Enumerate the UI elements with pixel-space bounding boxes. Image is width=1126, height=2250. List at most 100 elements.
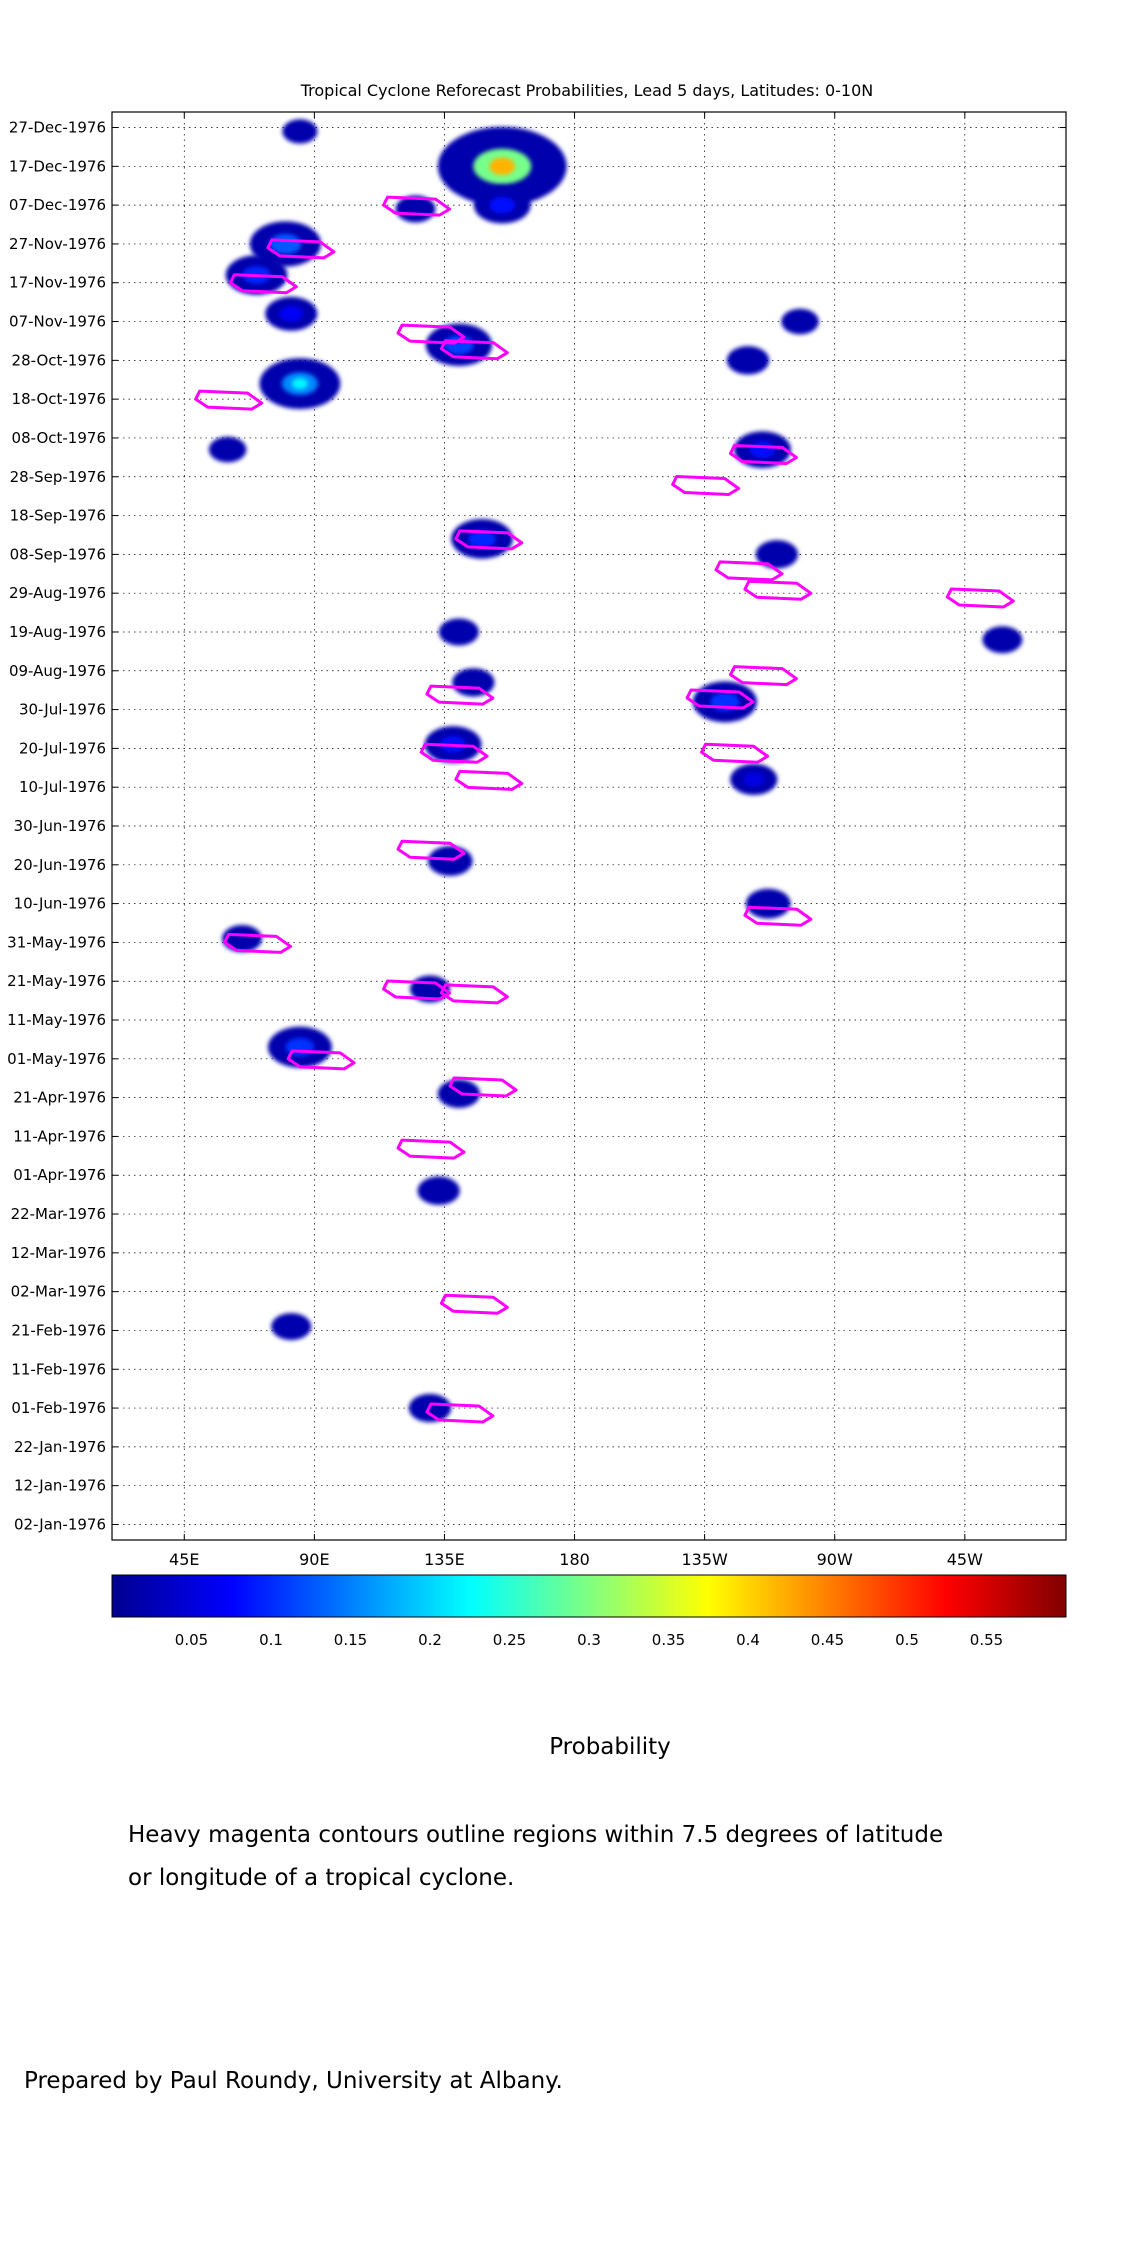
y-tick-label: 12-Mar-1976 [11,1244,106,1262]
note-line-1: Heavy magenta contours outline regions w… [128,1822,944,1848]
y-tick-label: 20-Jun-1976 [14,856,106,874]
colorbar [111,1574,1067,1618]
cyclone-contour [396,839,466,861]
cyclone-contour [223,932,293,954]
probability-blob-core [749,441,776,458]
cyclone-contour [396,1138,466,1160]
colorbar-tick-label: 0.1 [259,1631,283,1649]
y-tick-label: 01-Apr-1976 [13,1166,106,1184]
probability-blob [437,1079,481,1108]
cyclone-contour [286,1049,356,1071]
colorbar-tick-label: 0.3 [577,1631,601,1649]
colorbar-tick-label: 0.5 [895,1631,919,1649]
y-tick-label: 27-Nov-1976 [9,235,106,253]
probability-blob-peak [489,157,516,175]
y-tick-label: 30-Jul-1976 [19,701,106,719]
cyclone-contour [439,339,509,361]
y-tick-label: 07-Dec-1976 [9,196,106,214]
y-tick-label: 17-Dec-1976 [9,157,106,175]
cyclone-contour [266,238,336,260]
colorbar-tick-label: 0.05 [175,1631,208,1649]
cyclone-contour [439,983,509,1005]
probability-blob [271,1313,312,1341]
cyclone-contour [454,769,524,791]
y-tick-label: 21-Apr-1976 [13,1089,106,1107]
cyclone-contour [382,979,452,1001]
probability-blob-core [468,529,496,548]
y-tick-label: 19-Aug-1976 [9,623,106,641]
probability-blob [438,618,479,646]
y-tick-label: 22-Jan-1976 [14,1438,106,1456]
colorbar-ticks: 0.05 0.1 0.15 0.2 0.25 0.3 0.35 0.4 0.45 0.5 0.55 [175,1631,1003,1649]
probability-blob [208,436,247,463]
probability-blob-core [443,335,474,355]
cyclone-contour [685,688,755,710]
probability-blob [427,846,473,876]
colorbar-tick-label: 0.45 [811,1631,844,1649]
cyclone-contour [419,742,489,764]
probability-blob [417,1176,460,1205]
y-tick-label: 11-Feb-1976 [11,1360,106,1378]
probability-blob [282,119,318,144]
cyclone-contour [228,273,298,295]
colorbar-tick-label: 0.25 [493,1631,526,1649]
x-axis: 45E 90E 135E 180 135W 90W 45W [169,112,983,1569]
probability-blob-peak [291,378,308,390]
x-tick-label: 90E [299,1550,329,1569]
cyclone-contours [194,195,1015,1424]
y-tick-label: 27-Dec-1976 [9,119,106,137]
probability-blob [222,925,263,953]
y-tick-label: 18-Oct-1976 [12,390,106,408]
cyclone-contour [439,1293,509,1315]
cyclone-contour [448,1076,518,1098]
colorbar-tick-label: 0.15 [334,1631,367,1649]
cyclone-contour [396,323,466,345]
y-tick-label: 10-Jun-1976 [14,895,106,913]
y-tick-label: 10-Jul-1976 [19,778,106,796]
cyclone-contour [743,905,813,927]
y-tick-label: 11-Apr-1976 [13,1127,106,1145]
y-tick-label: 02-Mar-1976 [11,1283,106,1301]
x-tick-label: 135E [424,1550,465,1569]
cyclone-contour [945,587,1015,609]
colorbar-tick-label: 0.35 [652,1631,685,1649]
y-tick-label: 30-Jun-1976 [14,817,106,835]
y-tick-label: 31-May-1976 [7,933,106,951]
probability-blob [755,540,799,569]
credit: Prepared by Paul Roundy, University at A… [24,2068,563,2094]
probability-field [208,119,1023,1423]
y-tick-label: 18-Sep-1976 [10,507,106,525]
y-tick-label: 17-Nov-1976 [9,274,106,292]
probability-blob [982,626,1023,654]
y-tick-label: 29-Aug-1976 [9,584,106,602]
x-tick-label: 45E [169,1550,199,1569]
y-tick-label: 07-Nov-1976 [9,313,106,331]
y-tick-label: 01-Feb-1976 [11,1399,106,1417]
note-line-2: or longitude of a tropical cyclone. [128,1865,515,1891]
grid [112,112,1066,1540]
chart-title: Tropical Cyclone Reforecast Probabilitie… [300,81,874,100]
y-tick-label: 21-Feb-1976 [11,1321,106,1339]
colorbar-tick-label: 0.55 [970,1631,1003,1649]
chart-figure: Tropical Cyclone Reforecast Probabilitie… [7,81,1067,1649]
y-tick-label: 22-Mar-1976 [11,1205,106,1223]
cyclone-contour [454,529,524,551]
y-tick-label: 08-Sep-1976 [10,545,106,563]
y-tick-label: 28-Sep-1976 [10,468,106,486]
y-tick-label: 12-Jan-1976 [14,1477,106,1495]
y-tick-label: 09-Aug-1976 [9,662,106,680]
y-tick-label: 08-Oct-1976 [12,429,106,447]
x-tick-label: 135W [681,1550,728,1569]
cyclone-contour [714,560,784,582]
colorbar-tick-label: 0.2 [418,1631,442,1649]
cyclone-contour [728,665,798,687]
cyclone-contour [425,1402,495,1424]
cyclone-contour [194,389,264,411]
x-tick-label: 180 [559,1550,590,1569]
probability-blob [781,308,819,335]
probability-blob [745,888,791,919]
y-tick-label: 28-Oct-1976 [12,351,106,369]
y-tick-label: 01-May-1976 [7,1050,106,1068]
probability-blob-core [489,196,516,214]
cyclone-contour [382,195,452,217]
